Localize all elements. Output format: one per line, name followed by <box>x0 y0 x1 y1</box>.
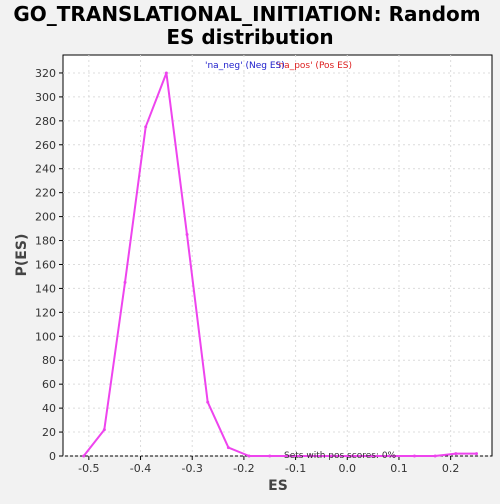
y-tick-label: 40 <box>42 402 56 415</box>
y-tick-label: 180 <box>35 235 56 248</box>
series-point <box>185 233 189 237</box>
x-tick-label: -0.1 <box>285 462 306 475</box>
y-tick-label: 100 <box>35 330 56 343</box>
chart-title-line-1: GO_TRANSLATIONAL_INITIATION: Random <box>13 2 480 26</box>
series-point <box>288 454 292 458</box>
plot-area <box>62 54 493 457</box>
x-tick-label: -0.5 <box>78 462 99 475</box>
y-tick-label: 300 <box>35 91 56 104</box>
series-line <box>82 72 477 457</box>
y-tick-label: 20 <box>42 426 56 439</box>
axes: 0 20 40 60 80 100 120 140 160 180 200 220 240 260 280 3… <box>35 67 459 475</box>
series-point <box>412 454 416 458</box>
series-point <box>226 446 230 450</box>
series-point <box>371 454 375 458</box>
grid-lines <box>63 55 492 457</box>
y-tick-label: 0 <box>49 450 56 463</box>
y-tick-label: 240 <box>35 163 56 176</box>
y-tick-label: 200 <box>35 211 56 224</box>
series-point <box>268 454 272 458</box>
x-axis-label: ES <box>268 478 288 494</box>
series-point <box>164 71 168 75</box>
y-tick-label: 160 <box>35 258 56 271</box>
chart-title-line-2: ES distribution <box>166 25 333 49</box>
y-tick-label: 280 <box>35 115 56 128</box>
series-point <box>330 454 334 458</box>
x-tick-label: 0.1 <box>390 462 408 475</box>
x-tick-label: -0.3 <box>181 462 202 475</box>
legend-entry-pos: 'na_pos' (Pos ES) <box>276 61 352 71</box>
y-tick-label: 80 <box>42 354 56 367</box>
series-point <box>350 454 354 458</box>
series-point <box>123 280 127 284</box>
y-tick-label: 220 <box>35 187 56 200</box>
series-point <box>392 454 396 458</box>
series-layer <box>82 71 478 458</box>
series-point <box>247 454 251 458</box>
series-point <box>309 454 313 458</box>
y-tick-label: 140 <box>35 282 56 295</box>
y-tick-label: 320 <box>35 67 56 80</box>
y-tick-label: 120 <box>35 306 56 319</box>
x-tick-label: 0.0 <box>339 462 357 475</box>
series-point <box>474 452 478 456</box>
series-point <box>206 400 210 404</box>
series-point <box>102 428 106 432</box>
x-tick-label: -0.2 <box>233 462 254 475</box>
series-point <box>454 452 458 456</box>
series-point <box>82 454 86 458</box>
x-tick-label: 0.2 <box>442 462 460 475</box>
y-axis-label: P(ES) <box>14 234 30 277</box>
series-point <box>144 125 148 129</box>
legend: 'na_pos' (Pos ES)'na_neg' (Neg ES) <box>205 61 352 71</box>
y-tick-label: 60 <box>42 378 56 391</box>
series-point <box>433 454 437 458</box>
legend-entry-neg: 'na_neg' (Neg ES) <box>205 61 285 71</box>
y-tick-label: 260 <box>35 139 56 152</box>
pos-score-annotation: Sets with pos scores: 0% <box>284 451 397 461</box>
x-tick-label: -0.4 <box>130 462 151 475</box>
